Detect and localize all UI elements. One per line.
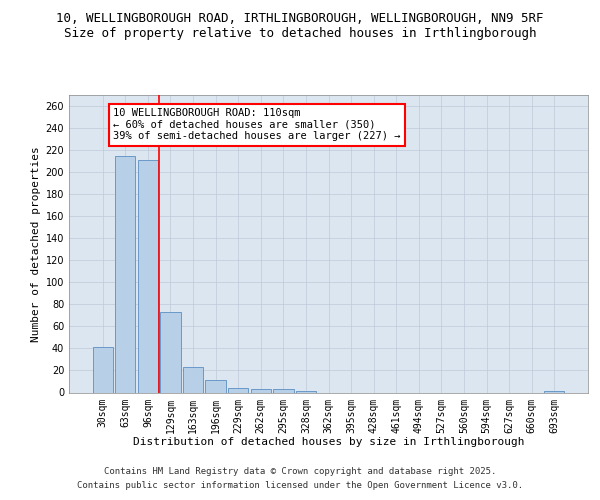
Bar [251,389,271,392]
Y-axis label: Number of detached properties: Number of detached properties [31,146,41,342]
Bar [92,348,113,393]
Bar [138,160,158,392]
Bar [228,388,248,392]
Text: 10 WELLINGBOROUGH ROAD: 110sqm
← 60% of detached houses are smaller (350)
39% of: 10 WELLINGBOROUGH ROAD: 110sqm ← 60% of … [113,108,400,142]
Bar [183,367,203,392]
Text: Contains public sector information licensed under the Open Government Licence v3: Contains public sector information licen… [77,481,523,490]
Bar [160,312,181,392]
Text: 10, WELLINGBOROUGH ROAD, IRTHLINGBOROUGH, WELLINGBOROUGH, NN9 5RF: 10, WELLINGBOROUGH ROAD, IRTHLINGBOROUGH… [56,12,544,26]
X-axis label: Distribution of detached houses by size in Irthlingborough: Distribution of detached houses by size … [133,437,524,447]
Bar [273,389,293,392]
Text: Contains HM Land Registry data © Crown copyright and database right 2025.: Contains HM Land Registry data © Crown c… [104,468,496,476]
Text: Size of property relative to detached houses in Irthlingborough: Size of property relative to detached ho… [64,28,536,40]
Bar [115,156,136,392]
Bar [205,380,226,392]
